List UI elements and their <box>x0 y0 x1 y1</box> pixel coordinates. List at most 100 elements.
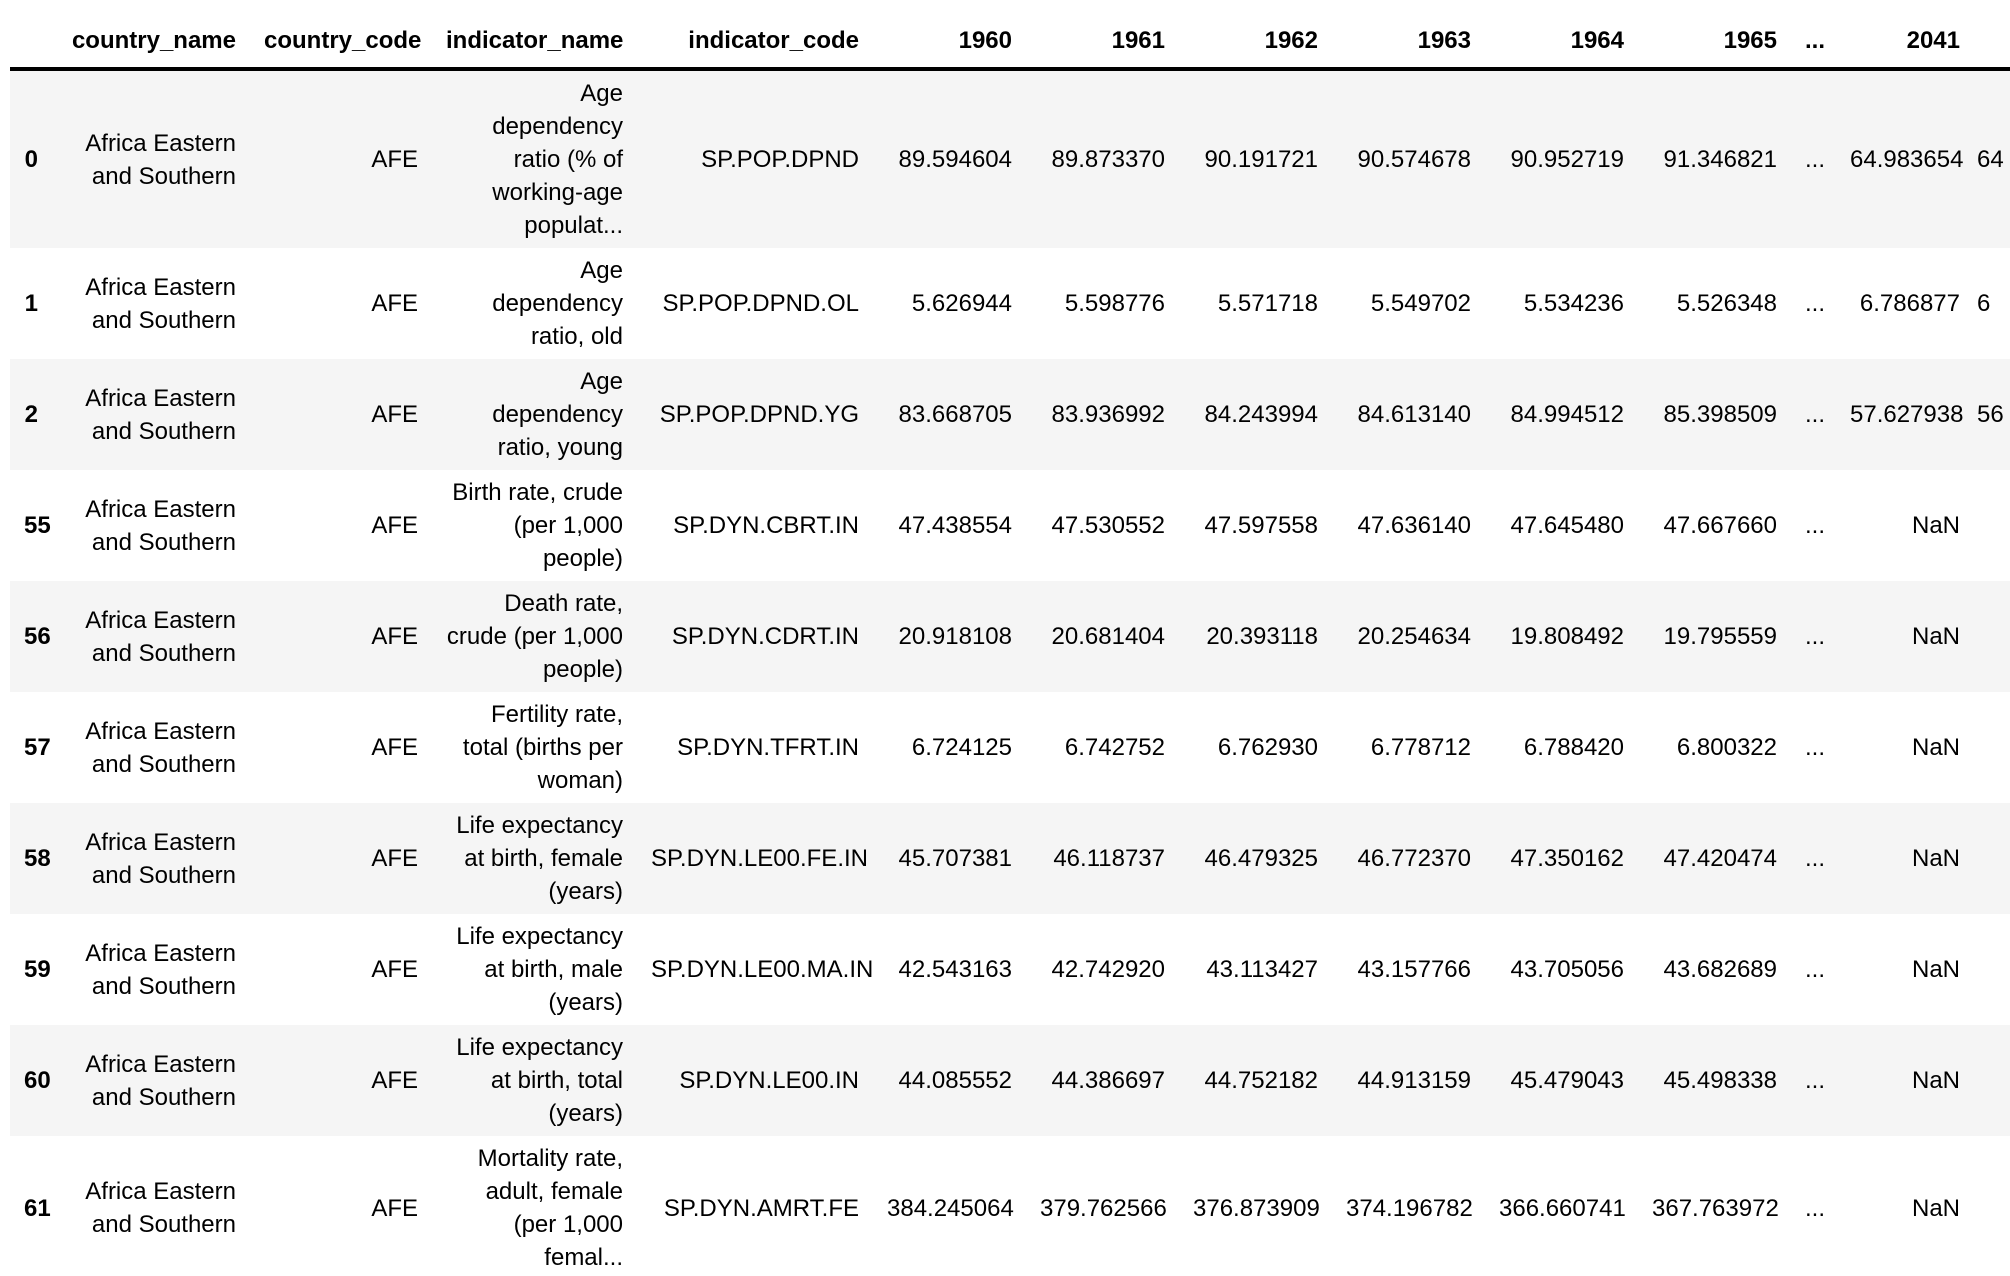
column-header-year-1965: 1965 <box>1638 0 1791 71</box>
country-code-cell: AFE <box>371 401 418 428</box>
row-index: 1 <box>24 290 38 317</box>
year-2041-cell: 64.983654 <box>1850 146 1964 173</box>
year-1961-cell: 83.936992 <box>1051 401 1165 428</box>
country-code-cell: AFE <box>371 290 418 317</box>
ellipsis-cell: ... <box>1805 623 1826 650</box>
year-1962-cell: 46.479325 <box>1204 845 1318 872</box>
row-index: 55 <box>24 512 51 539</box>
year-1960-cell: 89.594604 <box>898 146 1012 173</box>
year-2041-cell: 6.786877 <box>1859 290 1960 317</box>
year-1965-cell: 85.398509 <box>1663 401 1777 428</box>
year-1961-cell: 46.118737 <box>1053 845 1165 872</box>
country-code-cell: AFE <box>371 845 418 872</box>
indicator-code-cell: SP.DYN.LE00.IN <box>679 1067 859 1094</box>
year-1963-cell: 84.613140 <box>1357 401 1471 428</box>
indicator-name-cell: Fertility rate, total (births per woman) <box>462 701 623 794</box>
year-2041-cell: NaN <box>1911 1194 1960 1222</box>
year-1960-cell: 6.724125 <box>911 734 1012 761</box>
column-header-year-1964: 1964 <box>1485 0 1638 71</box>
partial-cell <box>1974 470 2010 581</box>
year-1964-cell: 84.994512 <box>1510 401 1624 428</box>
country-name-cell: Africa Eastern and Southern <box>85 129 236 190</box>
year-1962-cell: 44.752182 <box>1204 1067 1318 1094</box>
indicator-code-cell: SP.DYN.AMRT.FE <box>663 1194 859 1222</box>
column-header-year-1963: 1963 <box>1332 0 1485 71</box>
dataframe-table: country_name country_code indicator_name in… <box>10 0 2010 1276</box>
year-1964-cell: 45.479043 <box>1510 1067 1624 1094</box>
partial-cell <box>1974 1025 2010 1136</box>
dataframe-header-row: country_name country_code indicator_name in… <box>10 0 2010 71</box>
year-1960-cell: 47.438554 <box>898 512 1012 539</box>
year-1964-cell: 90.952719 <box>1510 146 1624 173</box>
ellipsis-cell: ... <box>1805 401 1826 428</box>
country-name-cell: Africa Eastern and Southern <box>85 1050 236 1111</box>
indicator-name-cell: Death rate, crude (per 1,000 people) <box>446 590 623 683</box>
indicator-name-cell: Mortality rate, adult, female (per 1,000… <box>477 1145 623 1271</box>
year-1960-cell: 45.707381 <box>898 845 1012 872</box>
row-index: 2 <box>24 401 38 428</box>
year-1963-cell: 20.254634 <box>1357 623 1471 650</box>
indicator-code-cell: SP.POP.DPND.YG <box>659 401 859 428</box>
column-header-country-code: country_code <box>250 0 432 71</box>
year-1963-cell: 6.778712 <box>1370 734 1471 761</box>
year-1960-cell: 44.085552 <box>898 1067 1012 1094</box>
year-1965-cell: 47.667660 <box>1663 512 1777 539</box>
year-1963-cell: 44.913159 <box>1357 1067 1471 1094</box>
year-1965-cell: 45.498338 <box>1663 1067 1777 1094</box>
row-index: 61 <box>24 1194 51 1222</box>
ellipsis-cell: ... <box>1805 734 1826 761</box>
year-1964-cell: 366.660741 <box>1499 1194 1626 1222</box>
partial-cell <box>1974 1136 2010 1276</box>
table-row: 61 Africa Eastern and Southern AFE Mortalit… <box>10 1136 2010 1276</box>
indicator-name-cell: Life expectancy at birth, female (years) <box>456 812 623 905</box>
year-1965-cell: 19.795559 <box>1663 623 1777 650</box>
year-1963-cell: 46.772370 <box>1357 845 1471 872</box>
year-2041-cell: NaN <box>1911 512 1960 539</box>
year-1962-cell: 90.191721 <box>1204 146 1318 173</box>
indicator-code-cell: SP.DYN.TFRT.IN <box>677 734 859 761</box>
country-name-cell: Africa Eastern and Southern <box>85 939 236 1000</box>
year-2041-cell: NaN <box>1911 734 1960 761</box>
indicator-name-cell: Life expectancy at birth, total (years) <box>456 1034 623 1127</box>
partial-cell <box>1974 692 2010 803</box>
table-row: 59 Africa Eastern and Southern AFE Life exp… <box>10 914 2010 1025</box>
year-1964-cell: 47.645480 <box>1510 512 1624 539</box>
column-header-country-name: country_name <box>52 0 250 71</box>
year-1962-cell: 84.243994 <box>1204 401 1318 428</box>
country-code-cell: AFE <box>371 146 418 173</box>
ellipsis-cell: ... <box>1805 512 1826 539</box>
country-name-cell: Africa Eastern and Southern <box>85 828 236 889</box>
table-row: 55 Africa Eastern and Southern AFE Birth ra… <box>10 470 2010 581</box>
column-header-indicator-code: indicator_code <box>637 0 873 71</box>
table-row: 2 Africa Eastern and Southern AFE Age depen… <box>10 359 2010 470</box>
year-1961-cell: 89.873370 <box>1051 146 1165 173</box>
indicator-name-cell: Age dependency ratio, old <box>492 257 623 350</box>
ellipsis-cell: ... <box>1805 1067 1826 1094</box>
year-1963-cell: 43.157766 <box>1357 956 1471 983</box>
table-row: 60 Africa Eastern and Southern AFE Life exp… <box>10 1025 2010 1136</box>
ellipsis-cell: ... <box>1805 956 1826 983</box>
country-code-cell: AFE <box>371 1194 418 1222</box>
year-1962-cell: 376.873909 <box>1193 1194 1320 1222</box>
ellipsis-cell: ... <box>1805 290 1826 317</box>
country-name-cell: Africa Eastern and Southern <box>85 1178 236 1238</box>
year-1962-cell: 43.113427 <box>1206 956 1318 983</box>
ellipsis-cell: ... <box>1805 845 1826 872</box>
indicator-name-cell: Life expectancy at birth, male (years) <box>456 923 623 1016</box>
country-code-cell: AFE <box>371 623 418 650</box>
year-1965-cell: 91.346821 <box>1663 146 1777 173</box>
column-header-indicator-name: indicator_name <box>432 0 637 71</box>
partial-cell: 6 <box>1977 290 1991 317</box>
year-1964-cell: 43.705056 <box>1510 956 1624 983</box>
year-1961-cell: 42.742920 <box>1051 956 1165 983</box>
indicator-code-cell: SP.DYN.CDRT.IN <box>671 623 859 650</box>
year-1961-cell: 6.742752 <box>1064 734 1165 761</box>
row-index: 0 <box>24 146 38 173</box>
year-1963-cell: 5.549702 <box>1370 290 1471 317</box>
year-1963-cell: 90.574678 <box>1357 146 1471 173</box>
year-1960-cell: 5.626944 <box>911 290 1012 317</box>
year-1965-cell: 6.800322 <box>1676 734 1777 761</box>
country-name-cell: Africa Eastern and Southern <box>85 717 236 778</box>
year-1965-cell: 367.763972 <box>1652 1194 1779 1222</box>
